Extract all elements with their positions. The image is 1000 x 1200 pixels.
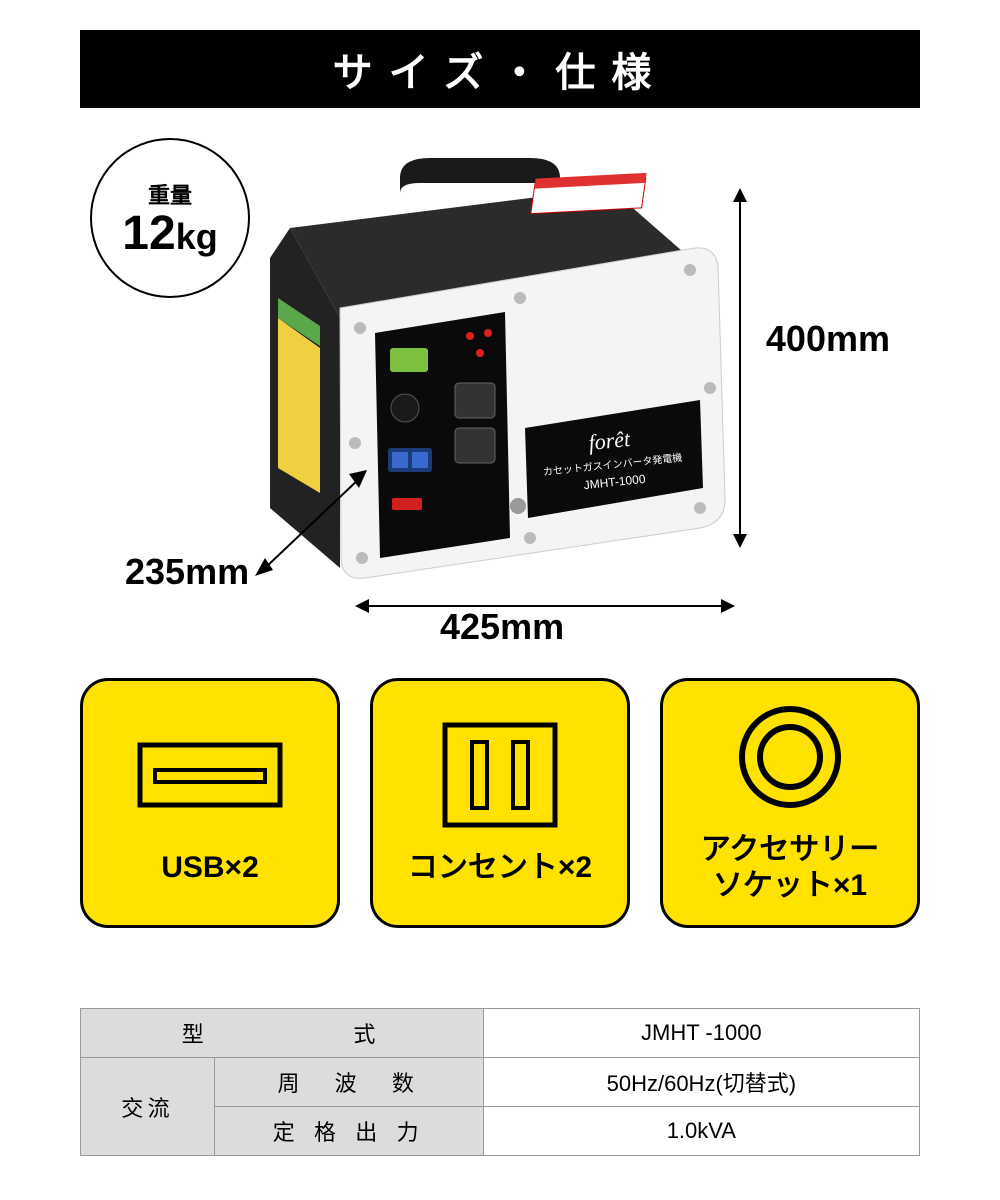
spec-label: 定 格 出 力 — [215, 1107, 483, 1156]
feature-usb: USB×2 — [80, 678, 340, 928]
weight-label: 重量 — [148, 178, 192, 210]
feature-label: アクセサリー ソケット×1 — [701, 832, 880, 904]
spec-label: 型 式 — [81, 1009, 484, 1058]
table-row: 交流 周 波 数 50Hz/60Hz(切替式) — [81, 1058, 920, 1107]
feature-row: USB×2 コンセント×2 アクセサリー ソケット×1 — [80, 678, 920, 928]
socket-icon — [735, 702, 845, 812]
feature-socket: アクセサリー ソケット×1 — [660, 678, 920, 928]
generator-illustration: forêt カセットガスインバータ発電機 JMHT-1000 — [170, 148, 730, 628]
spec-group: 交流 — [81, 1058, 215, 1156]
weight-value: 12kg — [122, 210, 217, 258]
dim-height: 400mm — [766, 318, 890, 360]
height-arrow — [725, 188, 755, 548]
feature-label: コンセント×2 — [408, 850, 592, 886]
dim-depth: 235mm — [125, 551, 249, 593]
product-diagram: 重量 12kg — [80, 128, 920, 648]
usb-icon — [135, 720, 285, 830]
section-title: サイズ・仕様 — [80, 30, 920, 108]
outlet-icon — [440, 720, 560, 830]
spec-table: 型 式 JMHT -1000 交流 周 波 数 50Hz/60Hz(切替式) 定… — [80, 1008, 920, 1156]
table-row: 型 式 JMHT -1000 — [81, 1009, 920, 1058]
weight-badge: 重量 12kg — [90, 138, 250, 298]
svg-text:forêt: forêt — [587, 426, 632, 455]
spec-label: 周 波 数 — [215, 1058, 483, 1107]
spec-value: 1.0kVA — [483, 1107, 919, 1156]
feature-outlet: コンセント×2 — [370, 678, 630, 928]
feature-label: USB×2 — [161, 850, 259, 886]
spec-value: 50Hz/60Hz(切替式) — [483, 1058, 919, 1107]
dim-width: 425mm — [440, 606, 564, 648]
depth-arrow — [255, 468, 375, 578]
spec-value: JMHT -1000 — [483, 1009, 919, 1058]
